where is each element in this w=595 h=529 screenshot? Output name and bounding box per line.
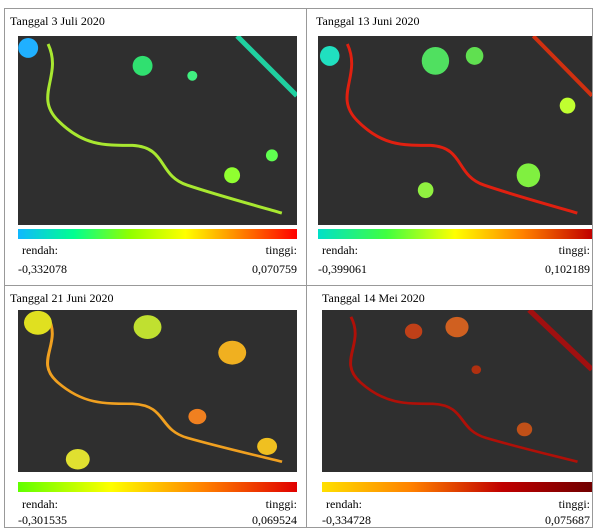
low-value: -0,332078 [18, 262, 67, 277]
color-bar [18, 229, 297, 239]
map-image [18, 310, 297, 472]
high-label: tinggi: [559, 243, 590, 258]
high-value: 0,070759 [252, 262, 297, 277]
panel-title: Tanggal 3 Juli 2020 [10, 14, 105, 29]
low-label: rendah: [22, 497, 58, 512]
map-image [322, 310, 592, 472]
color-bar [318, 229, 592, 239]
color-bar [18, 482, 297, 492]
high-value: 0,075687 [545, 513, 590, 528]
low-label: rendah: [326, 497, 362, 512]
panel-title: Tanggal 14 Mei 2020 [322, 291, 425, 306]
map-image [18, 36, 297, 225]
map-drawing [18, 310, 297, 472]
map-drawing [322, 310, 592, 472]
high-label: tinggi: [559, 497, 590, 512]
map-drawing [18, 36, 297, 225]
low-value: -0,334728 [322, 513, 371, 528]
low-label: rendah: [22, 243, 58, 258]
panel-title: Tanggal 13 Juni 2020 [316, 14, 419, 29]
map-drawing [318, 36, 592, 225]
high-value: 0,102189 [545, 262, 590, 277]
low-label: rendah: [322, 243, 358, 258]
high-label: tinggi: [266, 497, 297, 512]
color-bar [322, 482, 592, 492]
low-value: -0,301535 [18, 513, 67, 528]
high-value: 0,069524 [252, 513, 297, 528]
map-image [318, 36, 592, 225]
panel-title: Tanggal 21 Juni 2020 [10, 291, 113, 306]
figure: Tanggal 3 Juli 2020 rendah: tinggi: -0,3… [0, 0, 595, 529]
high-label: tinggi: [266, 243, 297, 258]
low-value: -0,399061 [318, 262, 367, 277]
